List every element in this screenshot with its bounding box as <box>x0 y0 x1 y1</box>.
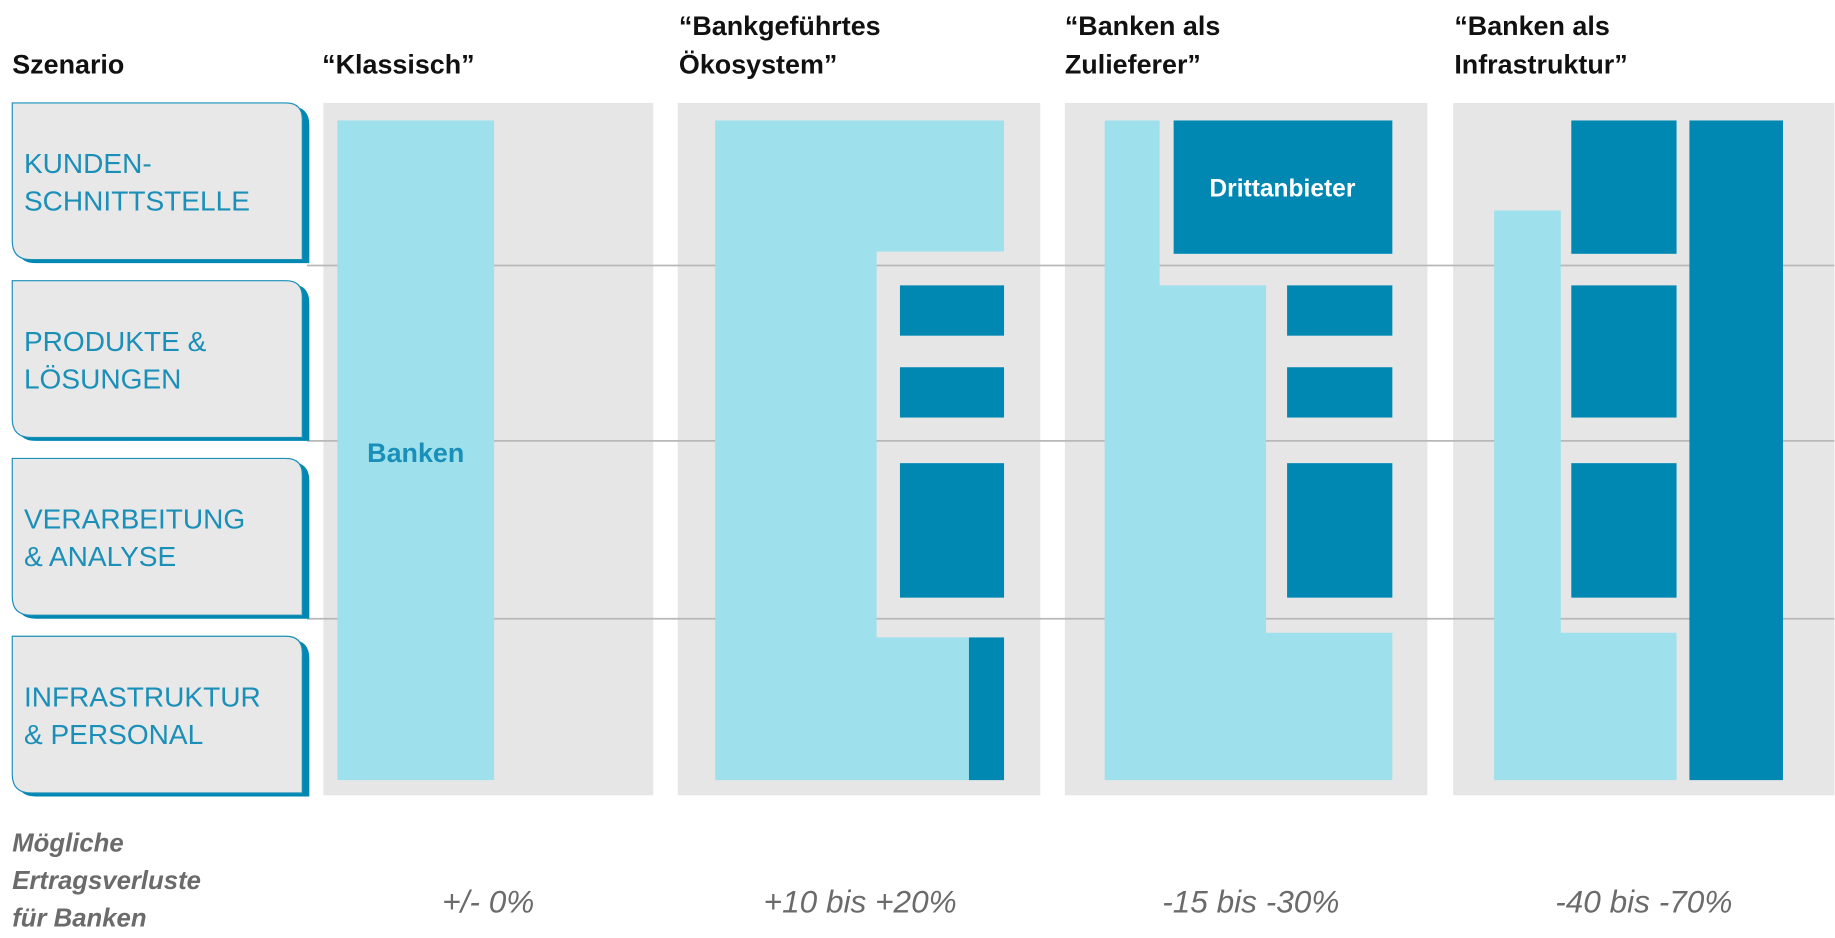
row-label-line: VERARBEITUNG <box>24 504 245 535</box>
bank-area <box>1494 210 1677 781</box>
footer-value: -15 bis -30% <box>1162 883 1339 919</box>
third-party-block <box>1287 367 1393 418</box>
scenario-title-line: “Bankgeführtes <box>679 11 881 41</box>
third-party-block <box>1287 463 1393 598</box>
bank-area <box>337 120 495 781</box>
third-party-block <box>899 367 1005 418</box>
third-party-block <box>1173 120 1393 254</box>
tab <box>11 280 303 439</box>
row-label-line: LÖSUNGEN <box>24 363 181 394</box>
bank-area <box>1104 120 1393 781</box>
row-header: Szenario <box>12 50 124 80</box>
third-party-block <box>968 637 1005 781</box>
scenario-title-line: Zulieferer” <box>1065 50 1201 80</box>
third-party-block <box>1571 120 1677 254</box>
row-label-line: KUNDEN- <box>24 148 152 179</box>
scenario-title: “Bankgeführtes Ökosystem” <box>679 11 881 80</box>
scenario-title: “Banken als Zulieferer” <box>1065 11 1220 80</box>
third-party-block <box>1287 285 1393 336</box>
third-party-block <box>1689 120 1783 781</box>
scenario-title-line: “Klassisch” <box>322 50 474 80</box>
tab <box>11 635 303 794</box>
row-label: KUNDEN- SCHNITTSTELLE <box>24 148 250 216</box>
row-label-line: & ANALYSE <box>24 541 176 572</box>
row-label-line: & PERSONAL <box>24 719 203 750</box>
bank-area <box>715 120 1005 781</box>
row-label: PRODUKTE & LÖSUNGEN <box>24 326 207 394</box>
scenario-title-line: “Banken als <box>1065 11 1220 41</box>
scenario-title-line: Ökosystem” <box>679 50 837 80</box>
footer-label-line: Mögliche <box>12 829 123 857</box>
row-label: INFRASTRUKTUR & PERSONAL <box>24 681 261 749</box>
row-label: VERARBEITUNG & ANALYSE <box>24 504 245 572</box>
footer-value: +/- 0% <box>442 883 534 919</box>
third-party-block <box>899 285 1005 336</box>
row-label-line: INFRASTRUKTUR <box>24 681 261 712</box>
footer-label: Mögliche Ertragsverluste für Banken <box>12 829 201 932</box>
text-layer: KUNDEN- SCHNITTSTELLE PRODUKTE & LÖSUNGEN VE… <box>12 11 1732 932</box>
third-party-block <box>1571 463 1677 598</box>
scenario-title-line: Infrastruktur” <box>1454 50 1627 80</box>
footer-value: -40 bis -70% <box>1555 883 1732 919</box>
third-party-block <box>899 463 1005 598</box>
scenario-title: “Banken als Infrastruktur” <box>1454 11 1627 80</box>
third-party-block <box>1571 285 1677 418</box>
footer-label-line: Ertragsverluste <box>12 867 201 895</box>
tab <box>11 457 303 616</box>
footer-label-line: für Banken <box>12 904 146 932</box>
footer-value: +10 bis +20% <box>764 883 957 919</box>
third-party-label: Drittanbieter <box>1209 175 1355 202</box>
scenario-title-line: “Banken als <box>1454 11 1609 41</box>
row-label-line: SCHNITTSTELLE <box>24 186 250 217</box>
row-label-line: PRODUKTE & <box>24 326 207 357</box>
scenario-title: “Klassisch” <box>322 50 474 80</box>
row-tabs <box>11 102 310 797</box>
banks-label: Banken <box>367 438 464 468</box>
tab <box>11 102 303 261</box>
